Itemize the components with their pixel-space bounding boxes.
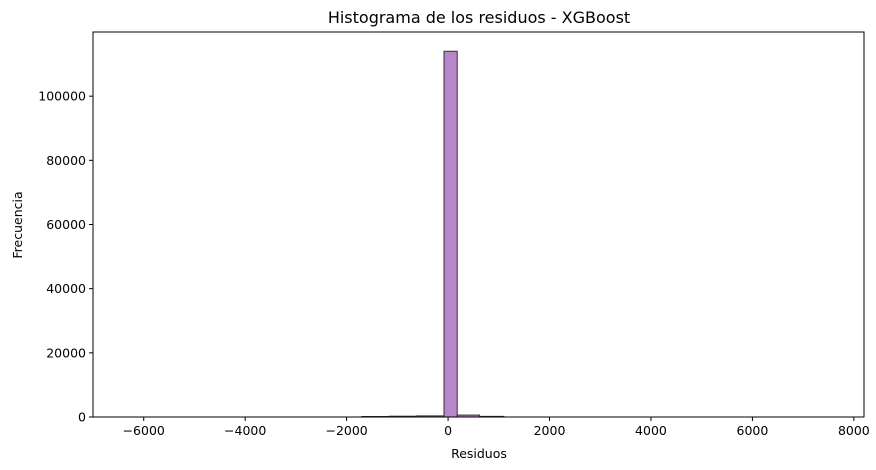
x-axis-label: Residuos	[451, 446, 507, 461]
y-tick-label-1: 20000	[46, 345, 86, 360]
y-tick-label-2: 40000	[46, 281, 86, 296]
x-tick-label-4: 2000	[534, 423, 566, 438]
y-axis-label: Frecuencia	[10, 191, 25, 258]
histogram-bar-3	[443, 50, 458, 418]
x-tick-label-0: −6000	[123, 423, 165, 438]
plot-frame	[92, 31, 865, 418]
y-tick-label-5: 100000	[38, 89, 86, 104]
plot-area: −6000 −4000 −2000 0 2000 4000 6000 800002000040…	[38, 31, 870, 438]
y-tick-label-3: 60000	[46, 217, 86, 232]
x-tick-label-6: 6000	[737, 423, 769, 438]
y-tick-label-0: 0	[78, 410, 86, 425]
x-tick-label-5: 4000	[635, 423, 667, 438]
chart-title: Histograma de los residuos - XGBoost	[328, 8, 630, 27]
x-tick-label-3: 0	[444, 423, 452, 438]
x-tick-label-7: 8000	[838, 423, 870, 438]
y-tick-label-4: 80000	[46, 153, 86, 168]
x-tick-label-1: −4000	[224, 423, 266, 438]
x-tick-label-2: −2000	[325, 423, 367, 438]
